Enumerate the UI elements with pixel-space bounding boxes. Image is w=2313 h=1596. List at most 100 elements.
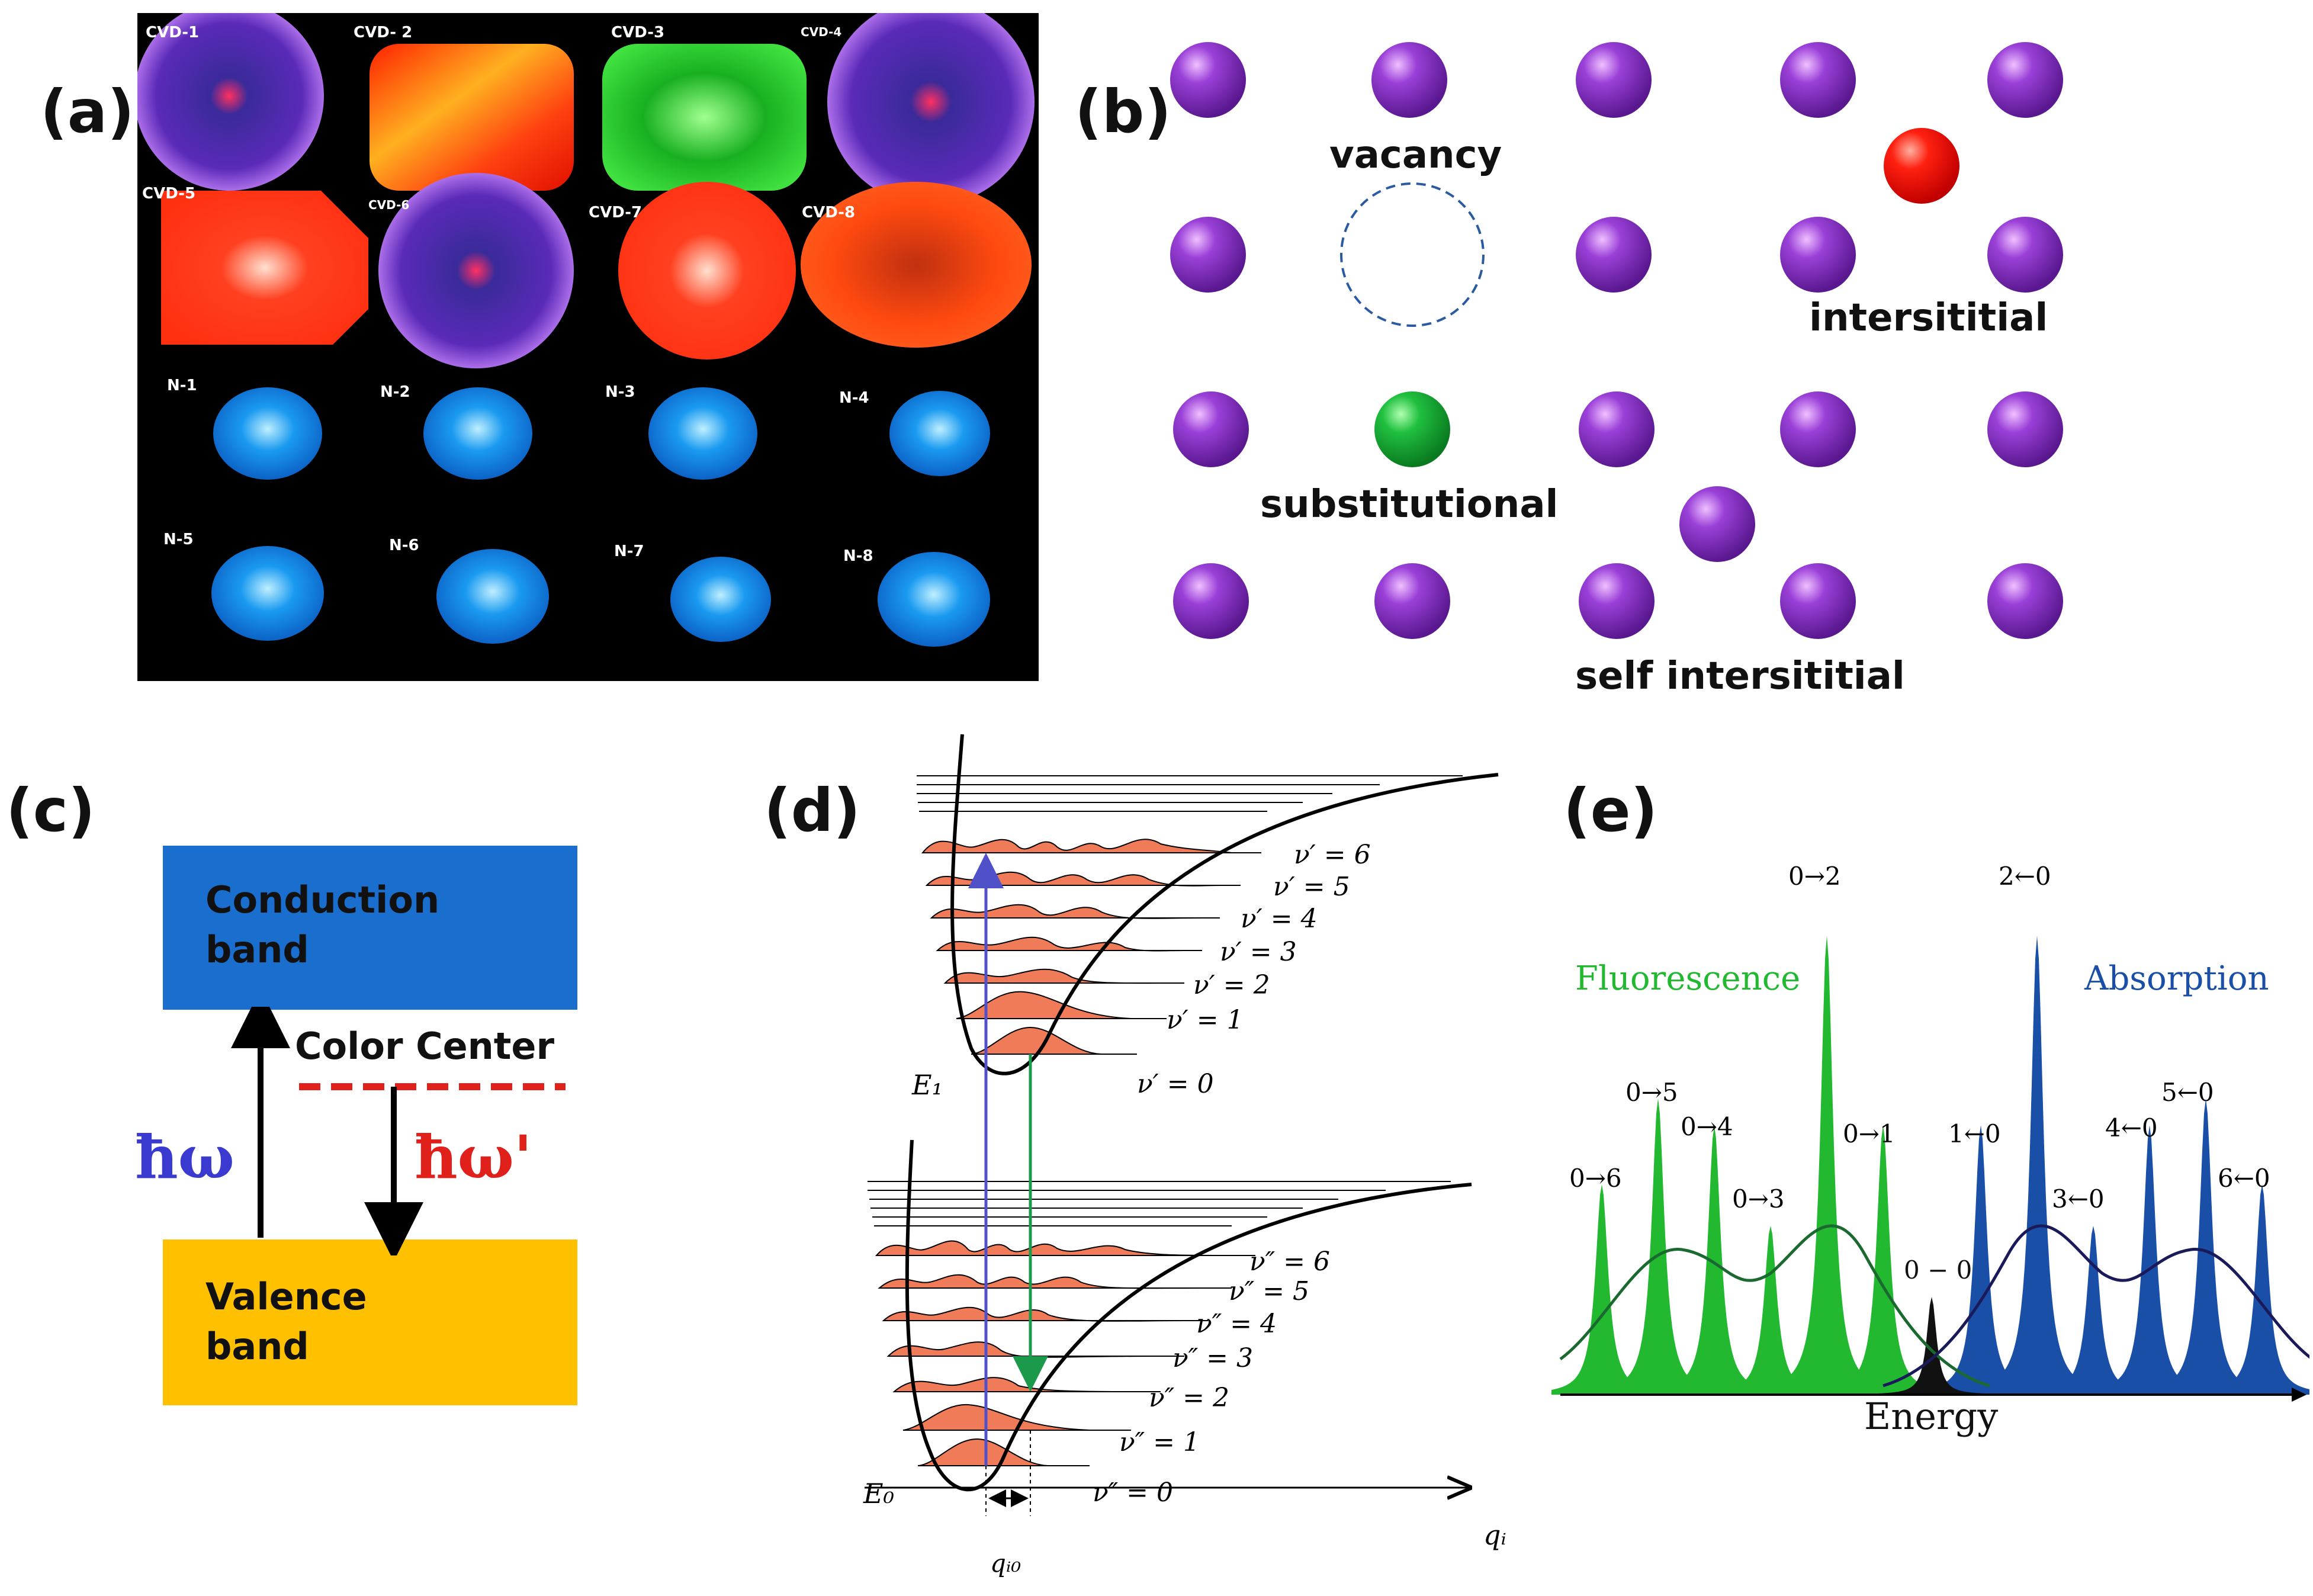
- gem-label: N-2: [380, 383, 410, 401]
- absorption-peak: [2153, 1099, 2259, 1395]
- gem-cvd-4: [827, 13, 1035, 205]
- valence-band-label-1: Valence: [205, 1275, 367, 1318]
- conduction-band-label-2: band: [205, 928, 309, 971]
- host-atom: [1780, 563, 1856, 639]
- conduction-band-label-1: Conduction: [205, 878, 440, 921]
- gem-cvd-5: [161, 191, 368, 345]
- panel-c-label: (c): [6, 776, 95, 845]
- lower-level-4: ν″ = 4: [1196, 1309, 1277, 1339]
- gem-label: CVD- 2: [354, 24, 413, 41]
- gem-label: N-5: [163, 531, 194, 548]
- gem-label: CVD-5: [142, 185, 196, 203]
- energy-axis-arrowhead: [2292, 1388, 2306, 1402]
- host-atom: [1780, 42, 1856, 118]
- lower-level-5: ν″ = 5: [1229, 1276, 1310, 1306]
- excited-state-potential: [917, 734, 1499, 1075]
- peak-label-f: 0→3: [1732, 1184, 1785, 1213]
- lattice-diagram: [1170, 42, 2063, 639]
- zero-phonon-line: [1878, 1297, 1985, 1395]
- host-atom: [1579, 563, 1655, 639]
- upper-level-1: ν′ = 1: [1167, 1005, 1244, 1035]
- vibronic-spectrum-chart: [1551, 936, 2309, 1402]
- gem-grid-svg: [137, 13, 1035, 647]
- peak-label-f: 0→2: [1788, 862, 1841, 891]
- peak-label-f: 0→5: [1625, 1078, 1678, 1107]
- gem-cvd-7: [618, 182, 796, 359]
- gem-label: CVD-7: [589, 204, 642, 221]
- fluorescence-peak: [1605, 1099, 1711, 1395]
- upper-level-2: ν′ = 2: [1193, 970, 1270, 1000]
- upper-level-3: ν′ = 3: [1220, 937, 1297, 967]
- panel-e-label: (e): [1563, 776, 1658, 845]
- host-atom: [1371, 42, 1447, 118]
- q-axis-label: qᵢ: [1483, 1519, 1506, 1551]
- valence-band-label-2: band: [205, 1325, 309, 1368]
- host-atom: [1780, 391, 1856, 467]
- gem-cvd-2: [370, 44, 574, 191]
- panel-d-label: (d): [764, 776, 860, 845]
- gem-n-8: [878, 552, 990, 647]
- gem-label: CVD-6: [368, 198, 410, 212]
- substitutional-label: substitutional: [1260, 483, 1559, 526]
- lower-level-3: ν″ = 3: [1172, 1343, 1254, 1373]
- gem-n-5: [211, 546, 324, 641]
- upper-level-0: ν′ = 0: [1137, 1069, 1214, 1099]
- gem-label: CVD-1: [146, 24, 200, 41]
- conduction-band: Conduction band: [163, 846, 577, 1010]
- panel-b-label: (b): [1075, 77, 1171, 146]
- peak-label-a: 5←0: [2161, 1078, 2214, 1107]
- host-atom: [1987, 42, 2063, 118]
- gem-n-4: [889, 391, 990, 476]
- interstitial-label: intersititial: [1809, 296, 2048, 340]
- lower-level-1: ν″ = 1: [1119, 1427, 1200, 1457]
- lower-level-6: ν″ = 6: [1249, 1247, 1331, 1277]
- energy-axis-label: Energy: [1864, 1395, 1999, 1438]
- fluorescence-peak: [1661, 1125, 1768, 1395]
- upper-level-4: ν′ = 4: [1241, 904, 1318, 934]
- lower-level-0: ν″ = 0: [1093, 1478, 1174, 1508]
- valence-band: Valence band: [163, 1239, 577, 1405]
- upper-level-6: ν′ = 6: [1294, 840, 1371, 870]
- self-interstitial-label: self intersititial: [1575, 654, 1905, 698]
- host-atom: [1576, 217, 1652, 293]
- peak-label-a: 3←0: [2052, 1184, 2105, 1213]
- fluorescence-peak: [1774, 936, 1880, 1395]
- peak-label-a: 4←0: [2105, 1113, 2158, 1142]
- offset-label: qᵢ₀: [990, 1549, 1021, 1578]
- gem-label: CVD-8: [802, 204, 856, 221]
- host-atom: [1780, 217, 1856, 293]
- franck-condon-diagram: [865, 734, 1499, 1516]
- gem-label: CVD-4: [801, 25, 842, 39]
- gem-cvd-8: [801, 182, 1032, 348]
- gem-label: CVD-3: [611, 24, 665, 41]
- band-transitions: [231, 1007, 566, 1255]
- fluorescence-label: Fluorescence: [1575, 959, 1801, 998]
- host-atom: [1579, 391, 1655, 467]
- host-atom: [1374, 563, 1450, 639]
- host-atom: [1170, 217, 1246, 293]
- lower-level-2: ν″ = 2: [1149, 1383, 1230, 1413]
- peak-label-a: 2←0: [1999, 862, 2051, 891]
- ground-energy-label: E₀: [863, 1478, 895, 1510]
- host-atom: [1170, 42, 1246, 118]
- host-atom: [1173, 391, 1249, 467]
- vacancy-label: vacancy: [1329, 133, 1502, 177]
- gem-n-1: [213, 387, 322, 480]
- fluorescence-peak: [1830, 1125, 1936, 1395]
- substitutional-atom: [1374, 391, 1450, 467]
- gem-cvd-3: [602, 44, 807, 191]
- fluorescence-peak: [1717, 1226, 1824, 1395]
- absorption-peak: [2096, 1125, 2203, 1395]
- color-center-label: Color Center: [295, 1025, 555, 1068]
- peak-label-a: 6←0: [2218, 1164, 2270, 1193]
- host-atom: [1987, 217, 2063, 293]
- zero-phonon-label: 0 − 0: [1904, 1255, 1973, 1284]
- gem-n-6: [436, 549, 549, 644]
- gem-label: N-7: [614, 542, 644, 560]
- absorption-label: Absorption: [2084, 959, 2269, 998]
- host-atom: [1987, 563, 2063, 639]
- absorption-envelope: [1882, 1224, 2309, 1388]
- gem-photo-panel: CVD-1 CVD- 2 CVD-3 CVD-4 CVD-5 CVD-6 CVD…: [137, 13, 1039, 681]
- peak-label-f: 0→1: [1843, 1119, 1896, 1148]
- excited-energy-label: E₁: [912, 1069, 943, 1101]
